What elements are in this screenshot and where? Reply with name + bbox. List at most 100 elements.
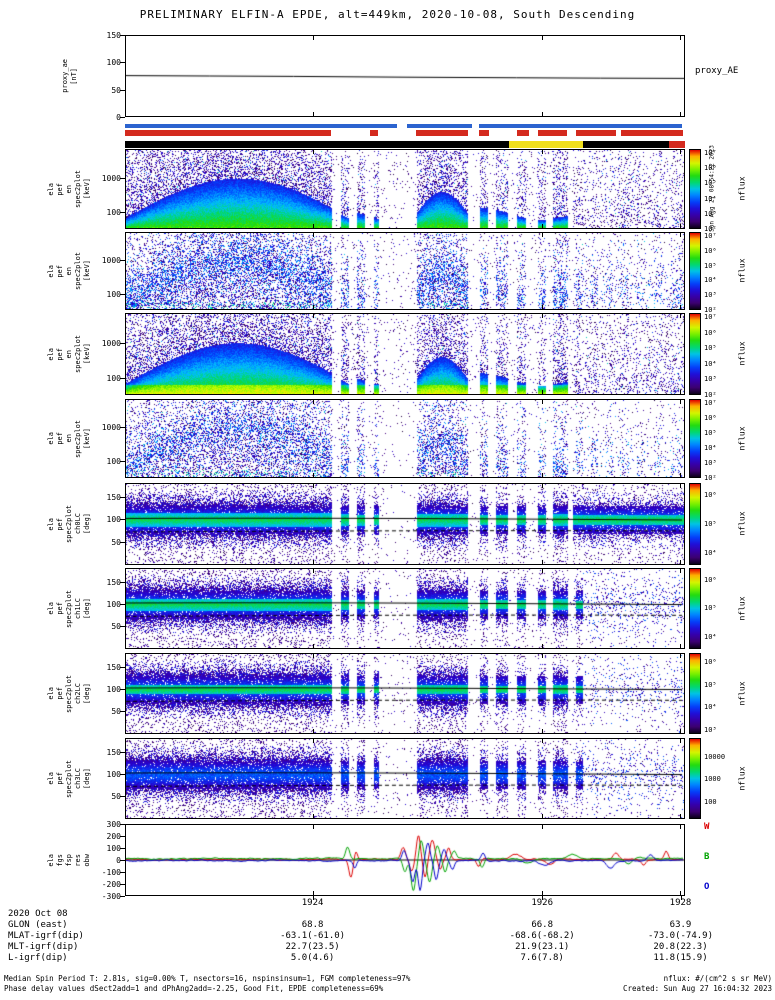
colorbar-tick-label: 10³ — [704, 725, 717, 734]
en-spec-2-canvas — [126, 314, 684, 394]
panel-proxy — [125, 35, 685, 117]
x-tick-mark — [312, 473, 314, 477]
x-tick-mark — [541, 390, 543, 394]
x-tick-mark — [312, 150, 314, 154]
y-axis-label-word: fsp — [65, 853, 73, 867]
y-axis-label-word: res — [74, 853, 82, 867]
y-axis-label: ela pef spec2plot ch2LC [deg] — [44, 653, 94, 734]
colorbar-tick-label: 10⁶ — [704, 576, 717, 585]
y-tick-mark — [120, 603, 125, 605]
colorbar-en-spec-1 — [689, 232, 701, 310]
axis-row-label: 2020 Oct 08 — [8, 909, 68, 919]
x-tick-mark — [679, 654, 681, 658]
y-tick-label: 0 — [116, 113, 121, 122]
colorbar-title: nflux — [737, 425, 747, 451]
x-tick-mark — [679, 825, 681, 829]
y-axis-label: ela pef en spec2plot [keV] — [44, 149, 94, 229]
x-tick-mark — [679, 891, 681, 895]
y-axis-label-word: ch2LC — [74, 682, 82, 705]
axis-row-label: GLON (east) — [8, 920, 68, 930]
y-axis-label-word: pef — [56, 687, 64, 700]
panel-resid — [125, 824, 685, 896]
x-tick-mark — [541, 569, 543, 573]
panel-en-spec-0 — [125, 149, 685, 229]
axis-row-value: 22.7(23.5) — [285, 942, 340, 952]
x-tick-mark — [541, 400, 543, 404]
colorbar-tick-label: 10⁵ — [704, 429, 717, 438]
colorbar-title: nflux — [737, 258, 747, 283]
x-tick-mark — [312, 814, 314, 818]
x-tick-mark — [679, 224, 681, 228]
axis-row-value: 68.8 — [301, 920, 324, 930]
colorbar-tick-label: 10⁶ — [704, 328, 717, 337]
x-tick-mark — [679, 36, 681, 40]
colorbar-tick-label: 10² — [704, 306, 717, 315]
y-tick-mark — [120, 89, 125, 91]
y-tick-mark — [120, 377, 125, 379]
y-axis-label-word: ela — [47, 687, 55, 700]
x-tick-mark — [679, 390, 681, 394]
x-tick-mark — [541, 654, 543, 658]
colorbar-tick-label: 10⁴ — [704, 276, 717, 285]
y-axis-label-word: spec2plot — [74, 252, 82, 290]
time-tick-label: 1924 — [301, 898, 324, 908]
y-axis-label-word: spec2plot — [65, 674, 73, 713]
y-tick-label: 150 — [106, 577, 121, 587]
y-axis-label-word: spec2plot — [74, 335, 82, 373]
x-tick-mark — [312, 729, 314, 733]
y-axis-label-word: ela — [47, 264, 55, 278]
y-tick-label: 100 — [106, 843, 121, 853]
colorbar-title: nflux — [737, 680, 747, 706]
y-tick-mark — [120, 177, 125, 179]
quality-bar-segment — [621, 130, 683, 136]
axis-row-value: 21.9(23.1) — [515, 942, 570, 952]
x-tick-mark — [541, 729, 543, 733]
quality-bar-segment — [517, 130, 530, 136]
y-tick-mark — [120, 847, 125, 849]
x-tick-mark — [679, 739, 681, 743]
x-tick-mark — [312, 825, 314, 829]
x-tick-mark — [679, 473, 681, 477]
x-tick-mark — [541, 814, 543, 818]
y-tick-label: 150 — [106, 31, 121, 40]
x-tick-mark — [312, 569, 314, 573]
colorbar-tick-label: 10³ — [704, 209, 717, 218]
axis-row-label: MLT-igrf(dip) — [8, 942, 79, 952]
y-tick-mark — [120, 461, 125, 463]
y-axis-label-word: ela — [47, 182, 55, 196]
y-tick-mark — [120, 35, 125, 36]
footer-created: Created: Sun Aug 27 16:04:32 2023 — [622, 984, 772, 993]
quality-bar-segment — [537, 130, 568, 136]
x-tick-mark — [312, 112, 314, 116]
y-tick-label: 50 — [111, 538, 121, 548]
y-tick-mark — [120, 626, 125, 628]
y-axis-label-word: proxy_ae — [60, 59, 69, 93]
y-axis-label-word: [deg] — [83, 767, 91, 790]
quality-bar-segment — [478, 124, 683, 128]
y-axis-label-word: ela — [47, 772, 55, 785]
y-axis-label-word: pef — [56, 264, 64, 278]
colorbar-tick-label: 10⁴ — [704, 632, 717, 641]
y-tick-mark — [120, 796, 125, 798]
colorbar-tick-label: 10⁷ — [704, 149, 717, 157]
x-tick-mark — [312, 224, 314, 228]
colorbar-tick-label: 10³ — [704, 291, 717, 300]
y-axis-label-word: en — [65, 184, 73, 194]
y-tick-label: 150 — [106, 492, 121, 502]
colorbar-tick-label: 10⁷ — [704, 313, 717, 321]
colorbar-tick-label: 10⁷ — [704, 399, 717, 407]
y-axis-label: ela pef spec2plot ch3LC [deg] — [44, 738, 94, 819]
x-tick-mark — [541, 314, 543, 318]
colorbar-pa-ch0 — [689, 483, 701, 565]
panel-en-spec-2 — [125, 313, 685, 395]
y-tick-label: 1000 — [101, 173, 121, 183]
y-tick-label: 50 — [111, 85, 121, 95]
y-tick-mark — [120, 688, 125, 690]
y-tick-mark — [120, 666, 125, 668]
y-axis-label-word: pef — [56, 347, 64, 361]
y-axis-label-word: spec2plot — [74, 419, 82, 458]
x-axis-tick — [542, 896, 544, 900]
y-tick-mark — [120, 751, 125, 753]
axis-row-label: MLAT-igrf(dip) — [8, 931, 84, 941]
en-spec-0-canvas — [126, 150, 684, 228]
